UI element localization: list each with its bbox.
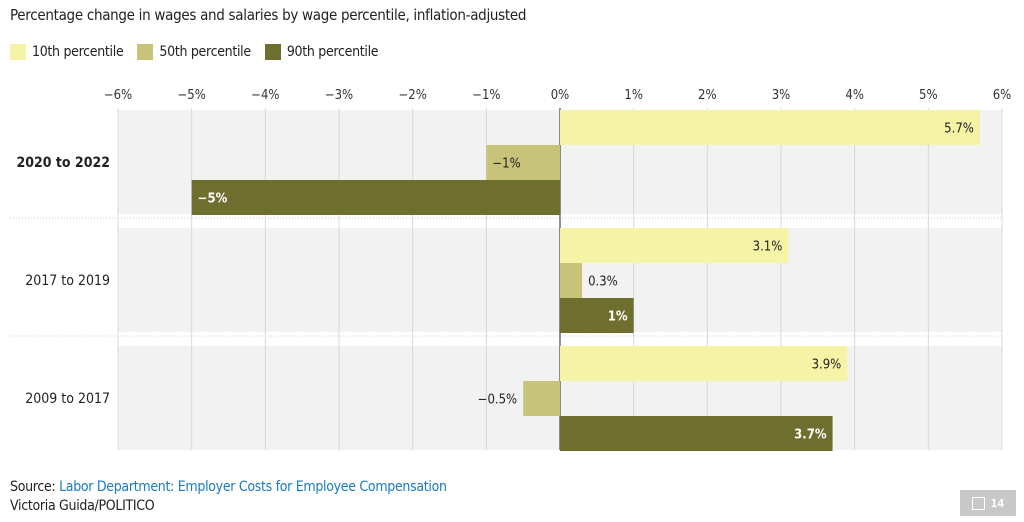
x-tick-label: −2% [398,88,426,103]
bar [560,346,848,381]
data-label: −0.5% [478,393,518,408]
data-label: 3.1% [753,240,783,255]
x-tick-label: −3% [325,88,353,103]
bar [560,298,634,333]
x-tick-label: 0% [551,88,570,103]
source-note: Source: Labor Department: Employer Costs… [10,478,447,516]
bar [486,145,560,180]
category-label: 2017 to 2019 [25,273,110,289]
chart-title: Percentage change in wages and salaries … [10,6,527,24]
data-label: 3.7% [794,428,827,443]
x-tick-label: −1% [472,88,500,103]
x-tick-label: 2% [698,88,717,103]
x-tick-label: 5% [919,88,938,103]
data-label: 3.9% [812,358,842,373]
data-label: 5.7% [944,122,974,137]
credit: Victoria Guida/POLITICO [10,498,155,514]
bar [523,381,560,416]
category-label: 2009 to 2017 [25,391,110,407]
image-count: 14 [990,496,1005,510]
image-count-badge[interactable]: 14 [960,490,1016,516]
x-tick-label: −5% [177,88,205,103]
legend-label: 10th percentile [32,44,124,60]
legend-item-10th: 10th percentile [10,44,124,60]
x-tick-label: 1% [624,88,643,103]
bar [560,416,833,451]
bar [560,263,583,298]
legend-item-90th: 90th percentile [264,44,379,60]
data-label: −5% [198,192,228,207]
source-link[interactable]: Labor Department: Employer Costs for Emp… [59,479,447,495]
bar [560,110,980,145]
legend: 10th percentile 50th percentile 90th per… [10,44,379,60]
legend-label: 90th percentile [286,44,379,60]
bar-chart: −6% −5% −4% −3% −2% −1% 0% 1% 2% 3% 4% 5% 6% 2020 to … [10,88,1012,451]
bar [191,180,560,215]
data-label: 0.3% [588,275,618,290]
x-tick-label: −6% [104,88,132,103]
x-tick-label: 4% [845,88,864,103]
x-tick-label: 3% [772,88,791,103]
legend-swatch [10,44,26,60]
data-label: −1% [492,157,520,172]
legend-label: 50th percentile [159,44,251,60]
image-icon [971,496,985,510]
x-tick-label: −4% [251,88,279,103]
legend-swatch [137,44,154,60]
x-tick-label: 6% [993,88,1012,103]
data-label: 1% [608,310,628,325]
bar [560,228,789,263]
legend-item-50th: 50th percentile [137,44,251,60]
category-label: 2020 to 2022 [16,155,110,171]
source-prefix: Source: [10,479,60,495]
legend-swatch [264,44,281,60]
